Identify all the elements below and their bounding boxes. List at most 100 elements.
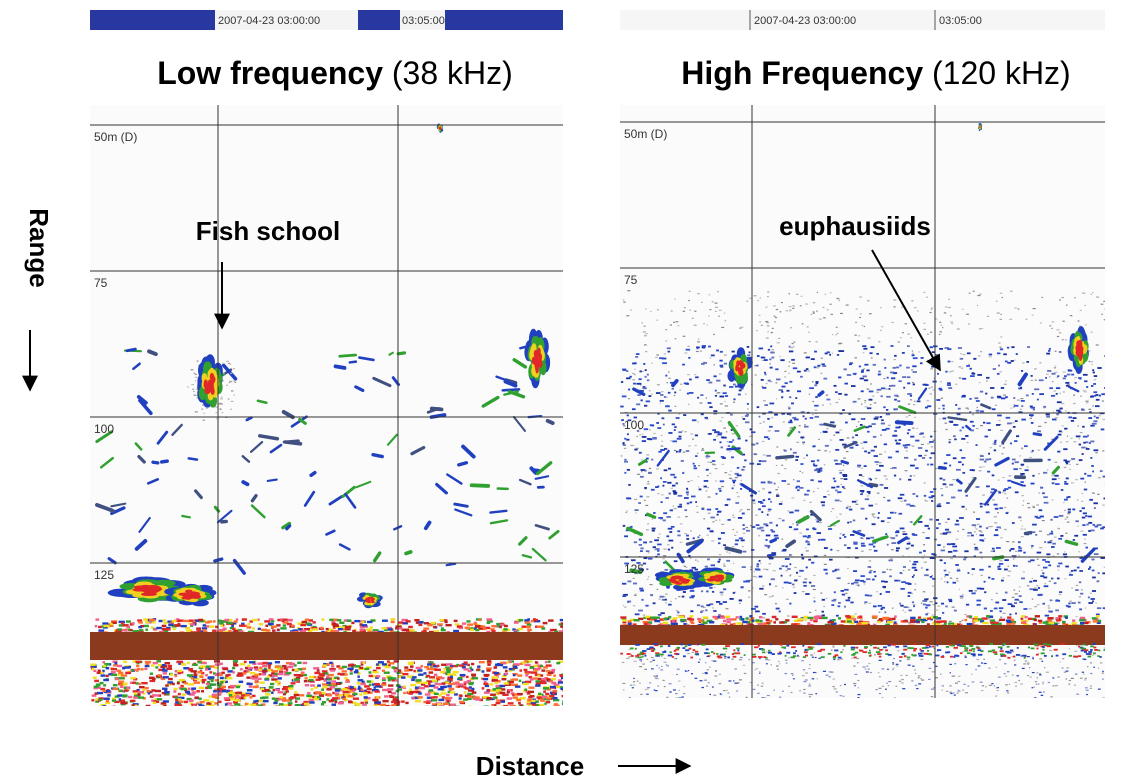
echo-speckle [193,681,200,684]
echo-speckle [282,664,287,668]
echo-speckle [274,699,278,703]
echo-streak [545,418,555,426]
echo-speckle [907,591,912,594]
echo-speckle [356,682,361,685]
echo-speckle [397,627,403,630]
echo-speckle [740,479,742,482]
echo-speckle [431,679,438,682]
echo-speckle [363,667,370,671]
echo-speckle [208,704,215,706]
echo-speckle [711,540,715,542]
echo-speckle [658,517,663,519]
echo-speckle [903,456,909,459]
echo-speckle [210,678,214,681]
echo-speckle [494,625,499,628]
echo-speckle [219,408,222,411]
echo-speckle [414,699,422,703]
echo-speckle [277,667,284,670]
echo-speckle [729,598,734,600]
echo-speckle [265,624,269,628]
echo-speckle [1064,375,1067,378]
echo-speckle [1090,293,1092,295]
echo-speckle [1030,422,1034,424]
echo-speckle [649,540,653,543]
echo-speckle [956,577,959,580]
fish-school [210,387,215,395]
echo-speckle [842,534,845,536]
echo-speckle [1100,303,1104,305]
echo-speckle [814,350,817,353]
echo-speckle [851,436,855,439]
echo-speckle [963,558,966,561]
echo-speckle [1051,438,1055,440]
echo-speckle [299,629,307,633]
echo-speckle [418,623,423,627]
echo-speckle [783,468,787,470]
echo-speckle [1020,448,1024,450]
echo-speckle [761,682,764,684]
echo-speckle [1011,605,1015,608]
echo-streak [531,547,547,562]
echo-speckle [337,672,341,676]
echo-speckle [1051,475,1054,477]
echo-speckle [671,546,674,549]
echo-speckle [653,675,657,677]
echo-speckle [150,621,156,624]
echo-speckle [707,461,709,463]
time-bar-gap [400,10,445,30]
echo-speckle [313,667,320,670]
echo-speckle [234,381,237,383]
echo-speckle [833,434,836,436]
echo-speckle [205,705,211,706]
echo-speckle [118,671,124,675]
echo-speckle [1051,321,1055,323]
echo-speckle [1084,607,1087,609]
echo-speckle [805,356,810,359]
echo-speckle [520,704,523,706]
echo-speckle [709,461,713,463]
echo-speckle [114,662,118,665]
echo-speckle [889,467,893,470]
echo-speckle [846,505,850,507]
echo-speckle [912,427,915,429]
echo-speckle [262,696,269,699]
echo-speckle [781,519,785,522]
echo-speckle [114,700,120,704]
echo-speckle [894,579,899,582]
echo-speckle [901,572,904,575]
echo-speckle [429,661,434,664]
echo-speckle [830,421,835,424]
echo-speckle [130,676,136,680]
echo-speckle [972,290,975,292]
echo-speckle [218,630,224,634]
echo-speckle [104,662,110,666]
echo-speckle [556,661,561,665]
echo-speckle [465,675,469,679]
echo-speckle [631,408,636,411]
echo-speckle [748,596,750,598]
echo-speckle [912,381,915,384]
echo-speckle [554,630,559,633]
echo-speckle [923,544,926,546]
echo-speckle [853,570,858,573]
echo-speckle [893,306,896,308]
echo-speckle [1048,564,1052,567]
echo-speckle [121,628,128,632]
echo-streak [250,494,258,503]
echo-speckle [815,381,819,383]
echo-speckle [649,583,653,586]
echo-speckle [735,531,739,533]
echo-speckle [201,408,204,410]
echo-speckle [248,685,253,688]
echo-speckle [714,302,718,304]
echo-speckle [682,451,686,453]
echo-speckle [169,682,175,686]
echo-speckle [559,686,563,689]
echo-speckle [860,485,864,487]
echo-speckle [155,666,159,669]
echo-speckle [862,352,865,354]
echo-speckle [391,692,396,695]
echo-speckle [529,695,535,698]
echo-speckle [682,591,686,593]
echo-speckle [1029,456,1032,459]
